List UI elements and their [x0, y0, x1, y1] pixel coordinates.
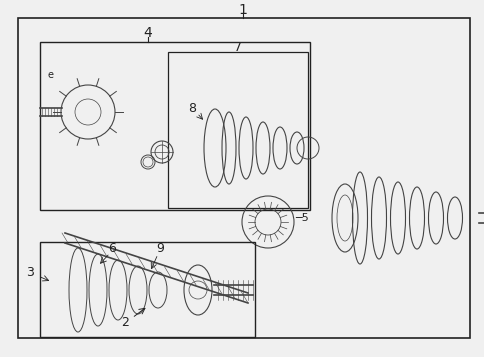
Text: 4: 4	[143, 26, 152, 40]
Text: 6: 6	[108, 241, 116, 255]
Text: 8: 8	[188, 101, 196, 115]
Text: 9: 9	[156, 241, 164, 255]
Bar	[40, 242, 255, 337]
Text: 3: 3	[26, 266, 34, 278]
Text: e: e	[47, 70, 53, 80]
Bar	[40, 42, 309, 210]
Text: 1: 1	[238, 3, 247, 17]
Text: 2: 2	[121, 316, 129, 328]
Text: ─5: ─5	[294, 213, 308, 223]
Bar	[18, 18, 469, 338]
Text: 7: 7	[233, 40, 242, 54]
